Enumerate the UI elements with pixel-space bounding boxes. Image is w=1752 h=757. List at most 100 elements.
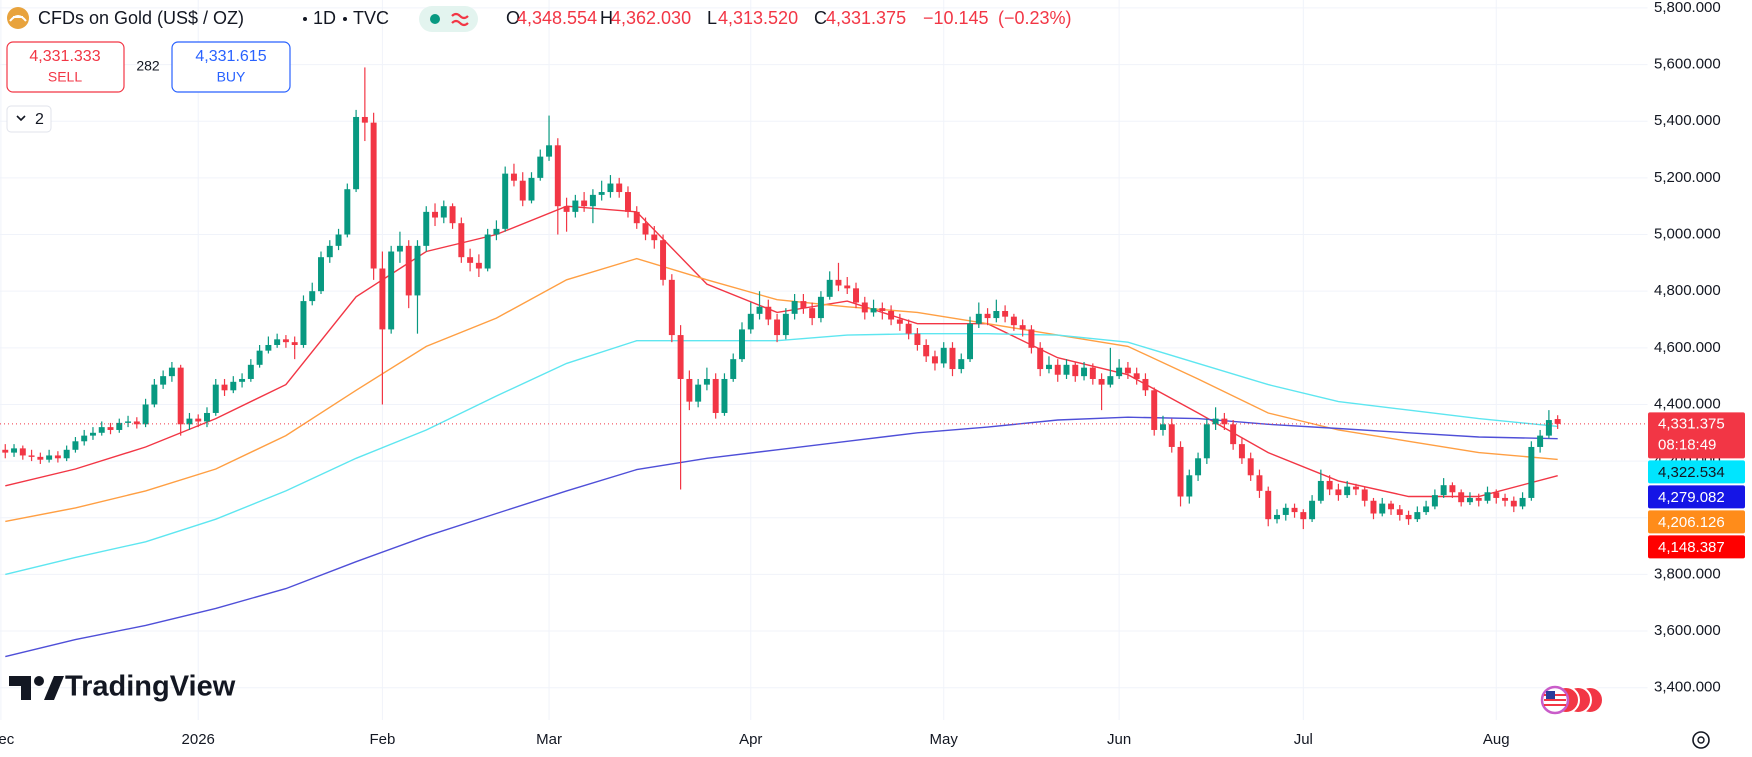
candle-body	[879, 308, 886, 311]
candle-body	[1458, 492, 1465, 503]
candle-body	[46, 455, 53, 460]
candle-body	[326, 245, 333, 258]
source: TVC	[353, 8, 389, 28]
y-tick-label: 5,600.000	[1654, 56, 1721, 73]
candle-body	[616, 183, 623, 193]
candle-body	[19, 448, 26, 456]
candle-body	[721, 378, 728, 413]
candle-body	[1133, 373, 1140, 379]
candle-body	[993, 310, 1000, 319]
candle-body	[1405, 514, 1412, 520]
candle-body	[589, 194, 596, 207]
candle-body	[54, 455, 61, 459]
legend-value: 4,331.375	[826, 8, 906, 28]
candle-body	[703, 378, 710, 385]
ma-price-tag-label: 4,279.082	[1658, 489, 1725, 506]
candle-body	[107, 427, 114, 430]
candle-body	[844, 285, 851, 289]
candle-body	[265, 344, 272, 351]
candle-body	[861, 302, 868, 313]
legend-key: L	[707, 8, 717, 28]
grid	[0, 0, 1648, 720]
y-tick-label: 5,400.000	[1654, 112, 1721, 129]
x-tick-label: May	[930, 731, 959, 748]
flag-canton	[1546, 691, 1555, 699]
candle-body	[1537, 435, 1544, 447]
candle-body	[414, 245, 421, 296]
legend-value: 4,313.520	[718, 8, 798, 28]
candle-body	[782, 313, 789, 336]
gear-icon-center	[1697, 736, 1705, 744]
candle-body	[510, 173, 517, 181]
candle-body	[221, 384, 228, 391]
candle-body	[195, 418, 202, 422]
candle-body	[546, 145, 553, 157]
last-price-tag	[1648, 412, 1745, 459]
interval[interactable]: 1D	[313, 8, 336, 28]
moving-average-line	[5, 205, 1558, 498]
x-tick-label: Jul	[1294, 731, 1313, 748]
candle-body	[247, 364, 254, 379]
candle-body	[984, 313, 991, 319]
candle-body	[581, 200, 588, 207]
y-tick-label: 4,600.000	[1654, 339, 1721, 356]
candle-body	[2, 449, 9, 453]
candle-body	[896, 319, 903, 324]
candle-body	[204, 412, 210, 422]
x-tick-label: Apr	[739, 731, 762, 748]
candle-body	[89, 432, 96, 436]
candle-body	[826, 279, 833, 297]
candle-body	[747, 313, 754, 330]
legend-key: O	[506, 8, 520, 28]
candle-body	[554, 145, 561, 207]
candle-body	[432, 211, 439, 218]
candle-body	[695, 384, 702, 402]
candle-body	[72, 441, 79, 450]
separator	[303, 17, 307, 21]
candle-body	[423, 211, 430, 246]
candle-body	[396, 245, 403, 252]
legend-key: C	[814, 8, 827, 28]
chevron-icon	[16, 115, 26, 122]
candle-body	[1291, 507, 1298, 513]
candle-body	[1431, 495, 1438, 507]
candle-body	[739, 329, 745, 360]
symbol-title[interactable]: CFDs on Gold (US$ / OZ)	[38, 8, 244, 28]
candle-body	[37, 456, 44, 460]
settings-button[interactable]	[1692, 731, 1710, 749]
legend-value: 4,348.554	[517, 8, 597, 28]
candle-body	[1168, 424, 1175, 447]
buy-button[interactable]	[171, 41, 291, 93]
candle-body	[624, 192, 631, 212]
candle-body	[563, 206, 570, 212]
candle-body	[607, 183, 614, 193]
candle-body	[633, 211, 640, 224]
candle-body	[519, 180, 526, 201]
candle-body	[1019, 325, 1026, 330]
candle-body	[677, 335, 684, 379]
candle-body	[1352, 486, 1359, 490]
candle-body	[142, 404, 149, 425]
candle-body	[1265, 490, 1272, 520]
legend-key: H	[600, 8, 613, 28]
candle-body	[1388, 503, 1395, 510]
symbol-icon-mark	[9, 15, 27, 22]
x-tick-label: Jun	[1107, 731, 1131, 748]
moving-average-line	[5, 257, 1558, 523]
candle-body	[168, 367, 175, 377]
candle-body	[940, 347, 947, 364]
indicators-toggle[interactable]	[6, 105, 52, 133]
candle-body	[1116, 367, 1123, 377]
indicators-count: 2	[35, 111, 44, 128]
event-flags[interactable]	[1540, 685, 1604, 715]
sell-button[interactable]	[6, 41, 125, 93]
candle-body	[1081, 367, 1088, 377]
brand-logo-dot	[34, 676, 44, 686]
market-status-pill[interactable]	[419, 6, 478, 32]
candle-body	[282, 339, 289, 343]
candle-body	[835, 279, 842, 286]
candle-body	[651, 234, 658, 241]
candle-body	[1554, 419, 1561, 424]
candle-body	[668, 279, 675, 336]
